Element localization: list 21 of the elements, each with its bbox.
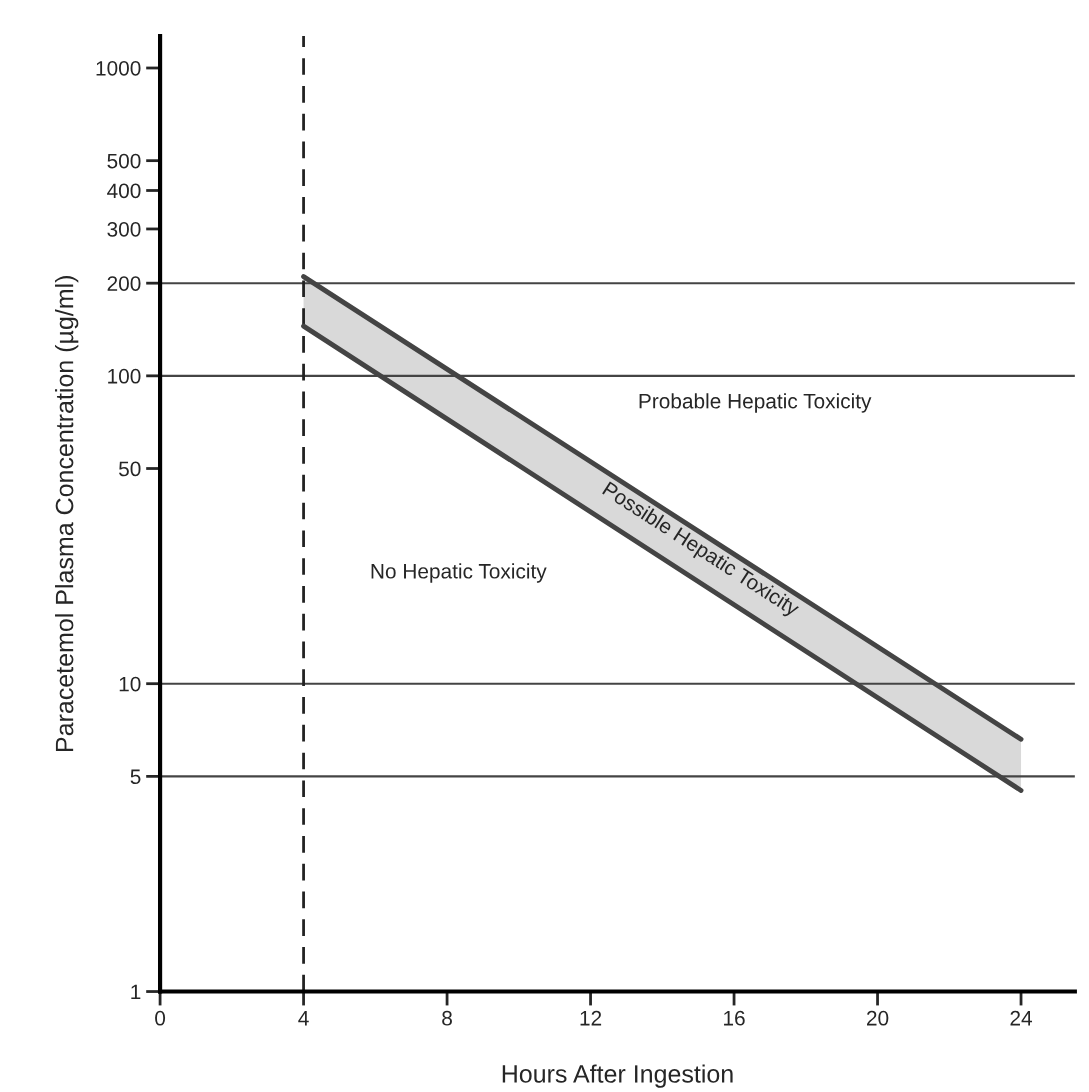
x-tick-label: 8 [442,1010,452,1026]
y-tick-label: 400 [107,183,141,199]
y-tick-label: 1 [131,984,141,1000]
y-axis-title: Paracetemol Plasma Concentration (µg/ml) [55,276,79,751]
annotation: Probable Hepatic Toxicity [639,393,872,413]
x-tick-label: 20 [867,1010,889,1026]
annotation: No Hepatic Toxicity [371,563,547,583]
y-tick-label: 300 [107,221,141,237]
y-tick-label: 50 [119,461,141,477]
x-axis-title: Hours After Ingestion [502,1064,733,1088]
y-tick-label: 100 [108,368,141,384]
x-tick-label: 4 [298,1011,309,1026]
y-tick-label: 5 [130,769,141,785]
y-tick-label: 200 [107,276,141,291]
y-tick-label: 10 [119,676,141,692]
y-tick-label: 1000 [96,60,141,76]
x-tick-label: 12 [580,1010,602,1026]
x-tick-label: 0 [155,1010,166,1026]
x-tick-label: 16 [724,1010,745,1026]
y-tick-label: 500 [107,153,141,169]
x-tick-label: 24 [1010,1010,1033,1026]
